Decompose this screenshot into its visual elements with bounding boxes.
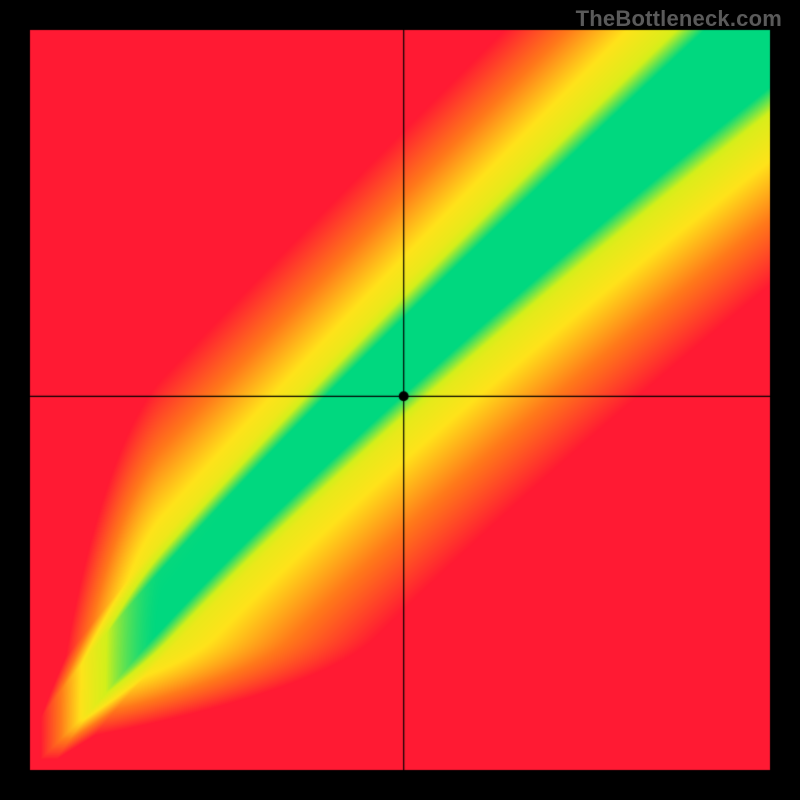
bottleneck-heatmap — [0, 0, 800, 800]
watermark-text: TheBottleneck.com — [576, 6, 782, 32]
